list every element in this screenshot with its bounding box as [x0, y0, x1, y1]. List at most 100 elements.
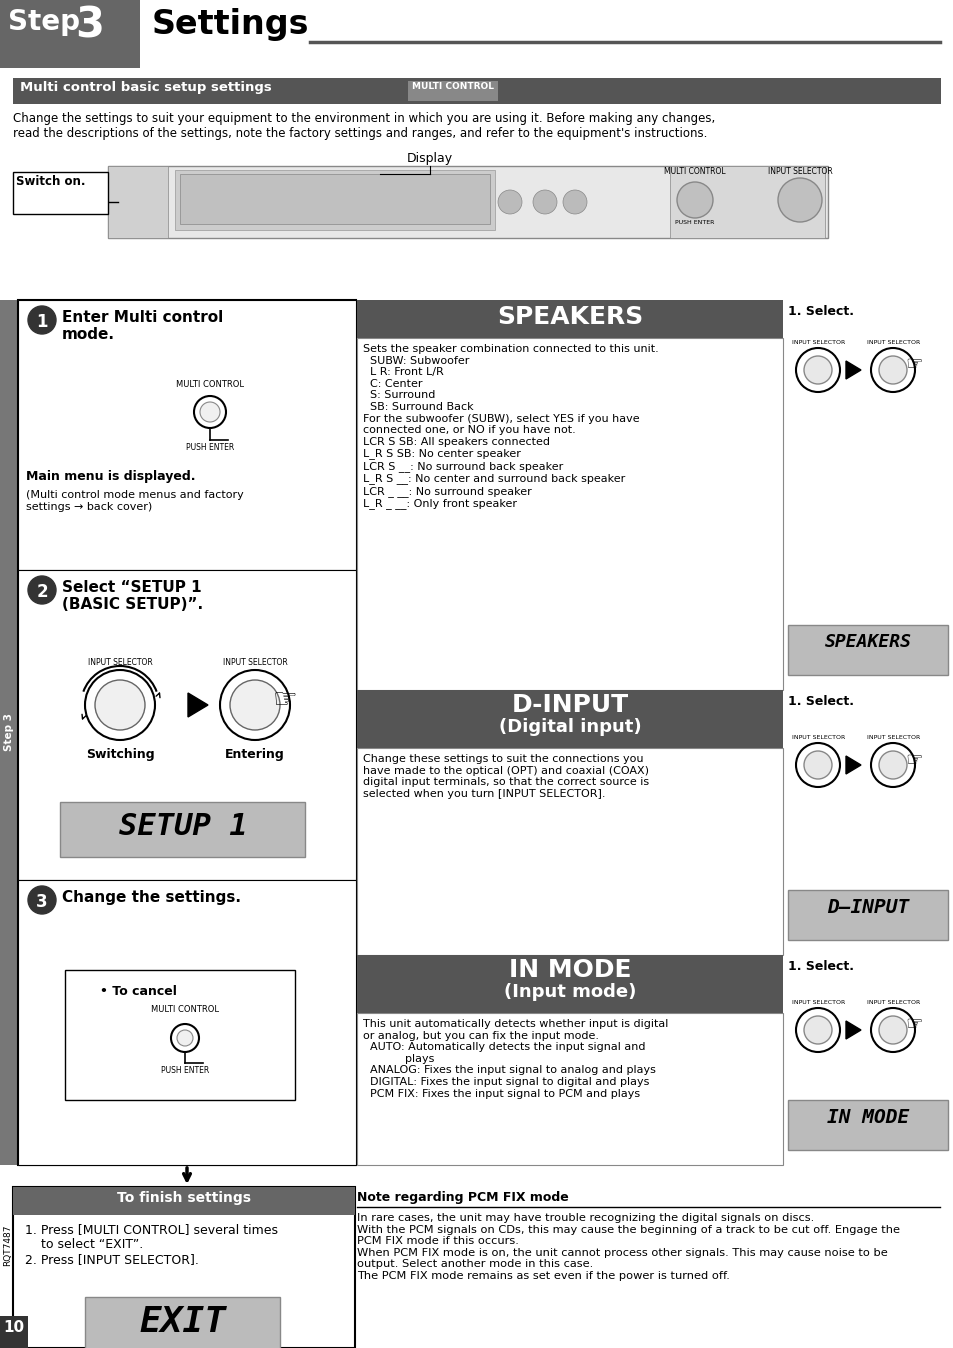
- Text: Sets the speaker combination connected to this unit.
  SUBW: Subwoofer
  L R: Fr: Sets the speaker combination connected t…: [363, 344, 659, 510]
- Circle shape: [795, 348, 840, 392]
- Text: Display: Display: [407, 152, 453, 164]
- Text: INPUT SELECTOR: INPUT SELECTOR: [791, 1000, 844, 1006]
- Circle shape: [28, 576, 56, 604]
- Bar: [108, 166, 168, 239]
- Text: Settings: Settings: [152, 8, 309, 40]
- Bar: [18, 880, 355, 1165]
- Bar: [787, 1100, 947, 1150]
- Text: 1. Select.: 1. Select.: [787, 305, 853, 318]
- Text: IN MODE: IN MODE: [508, 958, 631, 981]
- Bar: [180, 174, 490, 224]
- Circle shape: [230, 679, 280, 731]
- Circle shape: [870, 743, 914, 787]
- Bar: [18, 570, 355, 880]
- Bar: [174, 170, 495, 231]
- Text: D-INPUT: D-INPUT: [511, 693, 628, 717]
- Text: INPUT SELECTOR: INPUT SELECTOR: [791, 735, 844, 740]
- Bar: [732, 78, 940, 104]
- Text: PUSH ENTER: PUSH ENTER: [161, 1066, 209, 1074]
- Polygon shape: [845, 361, 861, 379]
- Circle shape: [878, 356, 906, 384]
- Text: 1. Select.: 1. Select.: [787, 960, 853, 973]
- Text: 10: 10: [4, 1320, 25, 1335]
- Text: In rare cases, the unit may have trouble recognizing the digital signals on disc: In rare cases, the unit may have trouble…: [356, 1213, 899, 1281]
- Circle shape: [870, 348, 914, 392]
- Circle shape: [795, 1008, 840, 1051]
- Bar: [0, 1316, 28, 1348]
- Text: Note regarding PCM FIX mode: Note regarding PCM FIX mode: [356, 1192, 568, 1204]
- Bar: [18, 301, 355, 1165]
- Text: PUSH ENTER: PUSH ENTER: [186, 443, 233, 452]
- Bar: [356, 1012, 782, 1165]
- Circle shape: [562, 190, 586, 214]
- Circle shape: [803, 1016, 831, 1043]
- Circle shape: [677, 182, 712, 218]
- Circle shape: [878, 751, 906, 779]
- Polygon shape: [188, 693, 208, 717]
- Text: This unit automatically detects whether input is digital
or analog, but you can : This unit automatically detects whether …: [363, 1019, 668, 1099]
- Bar: [13, 173, 108, 214]
- Bar: [356, 690, 782, 748]
- Bar: [108, 166, 827, 239]
- Bar: [13, 1188, 355, 1348]
- Circle shape: [95, 679, 145, 731]
- Text: Step 3: Step 3: [4, 713, 14, 751]
- Bar: [85, 1297, 280, 1348]
- Circle shape: [533, 190, 557, 214]
- Bar: [60, 802, 305, 857]
- Text: INPUT SELECTOR: INPUT SELECTOR: [767, 167, 832, 177]
- Text: SPEAKERS: SPEAKERS: [497, 305, 642, 329]
- Text: ☞: ☞: [273, 686, 297, 714]
- Text: 3: 3: [75, 4, 104, 46]
- Circle shape: [193, 396, 226, 429]
- Text: RQT7487: RQT7487: [4, 1224, 12, 1266]
- Bar: [18, 301, 355, 570]
- Text: INPUT SELECTOR: INPUT SELECTOR: [88, 658, 152, 667]
- Text: ☞: ☞: [904, 1015, 922, 1034]
- Text: ☞: ☞: [904, 356, 922, 375]
- Circle shape: [497, 190, 521, 214]
- Text: To finish settings: To finish settings: [117, 1192, 251, 1205]
- Text: Change the settings to suit your equipment to the environment in which you are u: Change the settings to suit your equipme…: [13, 112, 715, 140]
- Text: INPUT SELECTOR: INPUT SELECTOR: [222, 658, 287, 667]
- Circle shape: [878, 1016, 906, 1043]
- Text: (Digital input): (Digital input): [498, 718, 640, 736]
- Circle shape: [803, 356, 831, 384]
- Bar: [787, 890, 947, 940]
- Circle shape: [803, 751, 831, 779]
- Bar: [408, 81, 497, 101]
- Circle shape: [28, 886, 56, 914]
- Bar: [13, 1188, 355, 1215]
- Bar: [65, 971, 294, 1100]
- Text: INPUT SELECTOR: INPUT SELECTOR: [866, 735, 920, 740]
- Circle shape: [220, 670, 290, 740]
- Text: PUSH ENTER: PUSH ENTER: [675, 220, 714, 225]
- Circle shape: [778, 178, 821, 222]
- Text: MULTI CONTROL: MULTI CONTROL: [175, 380, 244, 390]
- Text: INPUT SELECTOR: INPUT SELECTOR: [791, 340, 844, 345]
- Text: IN MODE: IN MODE: [826, 1108, 908, 1127]
- Circle shape: [870, 1008, 914, 1051]
- Bar: [787, 625, 947, 675]
- Text: Change the settings.: Change the settings.: [62, 890, 241, 905]
- Text: EXIT: EXIT: [139, 1305, 226, 1339]
- Text: Enter Multi control
mode.: Enter Multi control mode.: [62, 310, 223, 342]
- Text: Switching: Switching: [86, 748, 154, 762]
- Bar: [0, 301, 18, 1165]
- Bar: [356, 338, 782, 690]
- Bar: [0, 0, 140, 67]
- Polygon shape: [845, 756, 861, 774]
- Bar: [356, 954, 782, 1012]
- Text: MULTI CONTROL: MULTI CONTROL: [663, 167, 725, 177]
- Bar: [669, 166, 824, 239]
- Text: • To cancel: • To cancel: [100, 985, 176, 998]
- Text: MULTI CONTROL: MULTI CONTROL: [412, 82, 494, 92]
- Text: Step: Step: [8, 8, 80, 36]
- Text: 1. Press [MULTI CONTROL] several times
    to select “EXIT”.
2. Press [INPUT SEL: 1. Press [MULTI CONTROL] several times t…: [25, 1223, 277, 1266]
- Text: Change these settings to suit the connections you
have made to the optical (OPT): Change these settings to suit the connec…: [363, 754, 648, 799]
- Text: SETUP 1: SETUP 1: [118, 811, 247, 841]
- Text: Multi control basic setup settings: Multi control basic setup settings: [20, 81, 272, 94]
- Circle shape: [85, 670, 154, 740]
- Text: Switch on.: Switch on.: [16, 175, 86, 187]
- Text: 2: 2: [36, 582, 48, 601]
